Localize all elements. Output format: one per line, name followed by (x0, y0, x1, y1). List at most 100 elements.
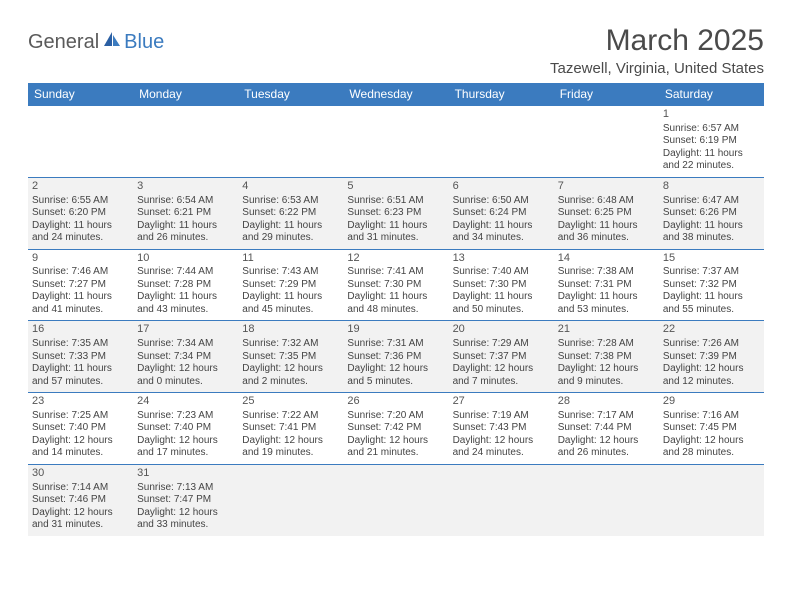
daylight-text: Daylight: 12 hours and 7 minutes. (453, 363, 550, 388)
logo-sail-icon (102, 30, 122, 53)
sunrise-text: Sunrise: 6:54 AM (137, 195, 234, 208)
sunrise-text: Sunrise: 7:31 AM (347, 338, 444, 351)
sunset-text: Sunset: 7:30 PM (347, 279, 444, 292)
sunrise-text: Sunrise: 7:23 AM (137, 410, 234, 423)
sunrise-text: Sunrise: 7:26 AM (663, 338, 760, 351)
calendar-cell (238, 106, 343, 178)
day-number: 22 (663, 323, 760, 337)
daylight-text: Daylight: 12 hours and 0 minutes. (137, 363, 234, 388)
day-number: 3 (137, 180, 234, 194)
sunset-text: Sunset: 6:22 PM (242, 207, 339, 220)
sunset-text: Sunset: 7:27 PM (32, 279, 129, 292)
calendar-week-row: 1Sunrise: 6:57 AMSunset: 6:19 PMDaylight… (28, 106, 764, 178)
calendar-cell: 2Sunrise: 6:55 AMSunset: 6:20 PMDaylight… (28, 177, 133, 249)
day-number: 30 (32, 467, 129, 481)
day-header: Saturday (659, 83, 764, 106)
sunset-text: Sunset: 7:41 PM (242, 422, 339, 435)
day-number: 20 (453, 323, 550, 337)
calendar-cell: 4Sunrise: 6:53 AMSunset: 6:22 PMDaylight… (238, 177, 343, 249)
sunset-text: Sunset: 7:30 PM (453, 279, 550, 292)
daylight-text: Daylight: 11 hours and 48 minutes. (347, 291, 444, 316)
day-header: Wednesday (343, 83, 448, 106)
calendar-cell (449, 106, 554, 178)
daylight-text: Daylight: 12 hours and 9 minutes. (558, 363, 655, 388)
calendar-cell: 13Sunrise: 7:40 AMSunset: 7:30 PMDayligh… (449, 249, 554, 321)
daylight-text: Daylight: 11 hours and 41 minutes. (32, 291, 129, 316)
day-details: Sunrise: 7:19 AMSunset: 7:43 PMDaylight:… (453, 410, 550, 460)
sunrise-text: Sunrise: 7:34 AM (137, 338, 234, 351)
header: General Blue March 2025 Tazewell, Virgin… (28, 24, 764, 77)
sunset-text: Sunset: 7:40 PM (32, 422, 129, 435)
sunrise-text: Sunrise: 7:35 AM (32, 338, 129, 351)
calendar-cell: 27Sunrise: 7:19 AMSunset: 7:43 PMDayligh… (449, 393, 554, 465)
sunset-text: Sunset: 7:40 PM (137, 422, 234, 435)
sunrise-text: Sunrise: 6:50 AM (453, 195, 550, 208)
day-details: Sunrise: 7:16 AMSunset: 7:45 PMDaylight:… (663, 410, 760, 460)
daylight-text: Daylight: 11 hours and 36 minutes. (558, 220, 655, 245)
calendar-week-row: 23Sunrise: 7:25 AMSunset: 7:40 PMDayligh… (28, 393, 764, 465)
sunrise-text: Sunrise: 6:47 AM (663, 195, 760, 208)
day-number: 1 (663, 108, 760, 122)
day-number: 2 (32, 180, 129, 194)
day-number: 29 (663, 395, 760, 409)
sunrise-text: Sunrise: 7:41 AM (347, 266, 444, 279)
calendar-cell: 8Sunrise: 6:47 AMSunset: 6:26 PMDaylight… (659, 177, 764, 249)
sunrise-text: Sunrise: 7:37 AM (663, 266, 760, 279)
calendar-cell: 23Sunrise: 7:25 AMSunset: 7:40 PMDayligh… (28, 393, 133, 465)
day-details: Sunrise: 7:43 AMSunset: 7:29 PMDaylight:… (242, 266, 339, 316)
sunset-text: Sunset: 7:37 PM (453, 351, 550, 364)
sunrise-text: Sunrise: 6:51 AM (347, 195, 444, 208)
calendar-cell: 18Sunrise: 7:32 AMSunset: 7:35 PMDayligh… (238, 321, 343, 393)
calendar-cell (343, 464, 448, 535)
sunset-text: Sunset: 7:42 PM (347, 422, 444, 435)
daylight-text: Daylight: 11 hours and 45 minutes. (242, 291, 339, 316)
sunset-text: Sunset: 6:26 PM (663, 207, 760, 220)
daylight-text: Daylight: 11 hours and 53 minutes. (558, 291, 655, 316)
calendar-cell: 21Sunrise: 7:28 AMSunset: 7:38 PMDayligh… (554, 321, 659, 393)
sunset-text: Sunset: 7:44 PM (558, 422, 655, 435)
day-details: Sunrise: 7:28 AMSunset: 7:38 PMDaylight:… (558, 338, 655, 388)
daylight-text: Daylight: 12 hours and 31 minutes. (32, 507, 129, 532)
day-details: Sunrise: 7:35 AMSunset: 7:33 PMDaylight:… (32, 338, 129, 388)
sunset-text: Sunset: 7:47 PM (137, 494, 234, 507)
calendar-page: General Blue March 2025 Tazewell, Virgin… (0, 0, 792, 546)
daylight-text: Daylight: 11 hours and 34 minutes. (453, 220, 550, 245)
sunrise-text: Sunrise: 7:13 AM (137, 482, 234, 495)
day-details: Sunrise: 7:31 AMSunset: 7:36 PMDaylight:… (347, 338, 444, 388)
calendar-cell: 11Sunrise: 7:43 AMSunset: 7:29 PMDayligh… (238, 249, 343, 321)
sunrise-text: Sunrise: 7:25 AM (32, 410, 129, 423)
daylight-text: Daylight: 12 hours and 2 minutes. (242, 363, 339, 388)
daylight-text: Daylight: 12 hours and 24 minutes. (453, 435, 550, 460)
day-details: Sunrise: 7:32 AMSunset: 7:35 PMDaylight:… (242, 338, 339, 388)
calendar-cell: 17Sunrise: 7:34 AMSunset: 7:34 PMDayligh… (133, 321, 238, 393)
sunset-text: Sunset: 7:28 PM (137, 279, 234, 292)
sunset-text: Sunset: 7:29 PM (242, 279, 339, 292)
sunset-text: Sunset: 7:43 PM (453, 422, 550, 435)
sunset-text: Sunset: 7:45 PM (663, 422, 760, 435)
sunrise-text: Sunrise: 7:43 AM (242, 266, 339, 279)
sunrise-text: Sunrise: 7:32 AM (242, 338, 339, 351)
daylight-text: Daylight: 12 hours and 14 minutes. (32, 435, 129, 460)
calendar-cell (343, 106, 448, 178)
calendar-cell: 10Sunrise: 7:44 AMSunset: 7:28 PMDayligh… (133, 249, 238, 321)
calendar-cell: 16Sunrise: 7:35 AMSunset: 7:33 PMDayligh… (28, 321, 133, 393)
day-number: 13 (453, 252, 550, 266)
sunrise-text: Sunrise: 7:22 AM (242, 410, 339, 423)
sunrise-text: Sunrise: 7:40 AM (453, 266, 550, 279)
logo-text-blue: Blue (124, 31, 164, 54)
daylight-text: Daylight: 12 hours and 17 minutes. (137, 435, 234, 460)
calendar-cell: 20Sunrise: 7:29 AMSunset: 7:37 PMDayligh… (449, 321, 554, 393)
day-details: Sunrise: 6:55 AMSunset: 6:20 PMDaylight:… (32, 195, 129, 245)
day-details: Sunrise: 7:38 AMSunset: 7:31 PMDaylight:… (558, 266, 655, 316)
calendar-cell: 1Sunrise: 6:57 AMSunset: 6:19 PMDaylight… (659, 106, 764, 178)
daylight-text: Daylight: 12 hours and 21 minutes. (347, 435, 444, 460)
sunrise-text: Sunrise: 7:46 AM (32, 266, 129, 279)
sunset-text: Sunset: 7:34 PM (137, 351, 234, 364)
daylight-text: Daylight: 11 hours and 38 minutes. (663, 220, 760, 245)
day-details: Sunrise: 7:29 AMSunset: 7:37 PMDaylight:… (453, 338, 550, 388)
calendar-cell: 31Sunrise: 7:13 AMSunset: 7:47 PMDayligh… (133, 464, 238, 535)
day-details: Sunrise: 7:23 AMSunset: 7:40 PMDaylight:… (137, 410, 234, 460)
calendar-cell: 5Sunrise: 6:51 AMSunset: 6:23 PMDaylight… (343, 177, 448, 249)
calendar-cell: 14Sunrise: 7:38 AMSunset: 7:31 PMDayligh… (554, 249, 659, 321)
daylight-text: Daylight: 11 hours and 26 minutes. (137, 220, 234, 245)
